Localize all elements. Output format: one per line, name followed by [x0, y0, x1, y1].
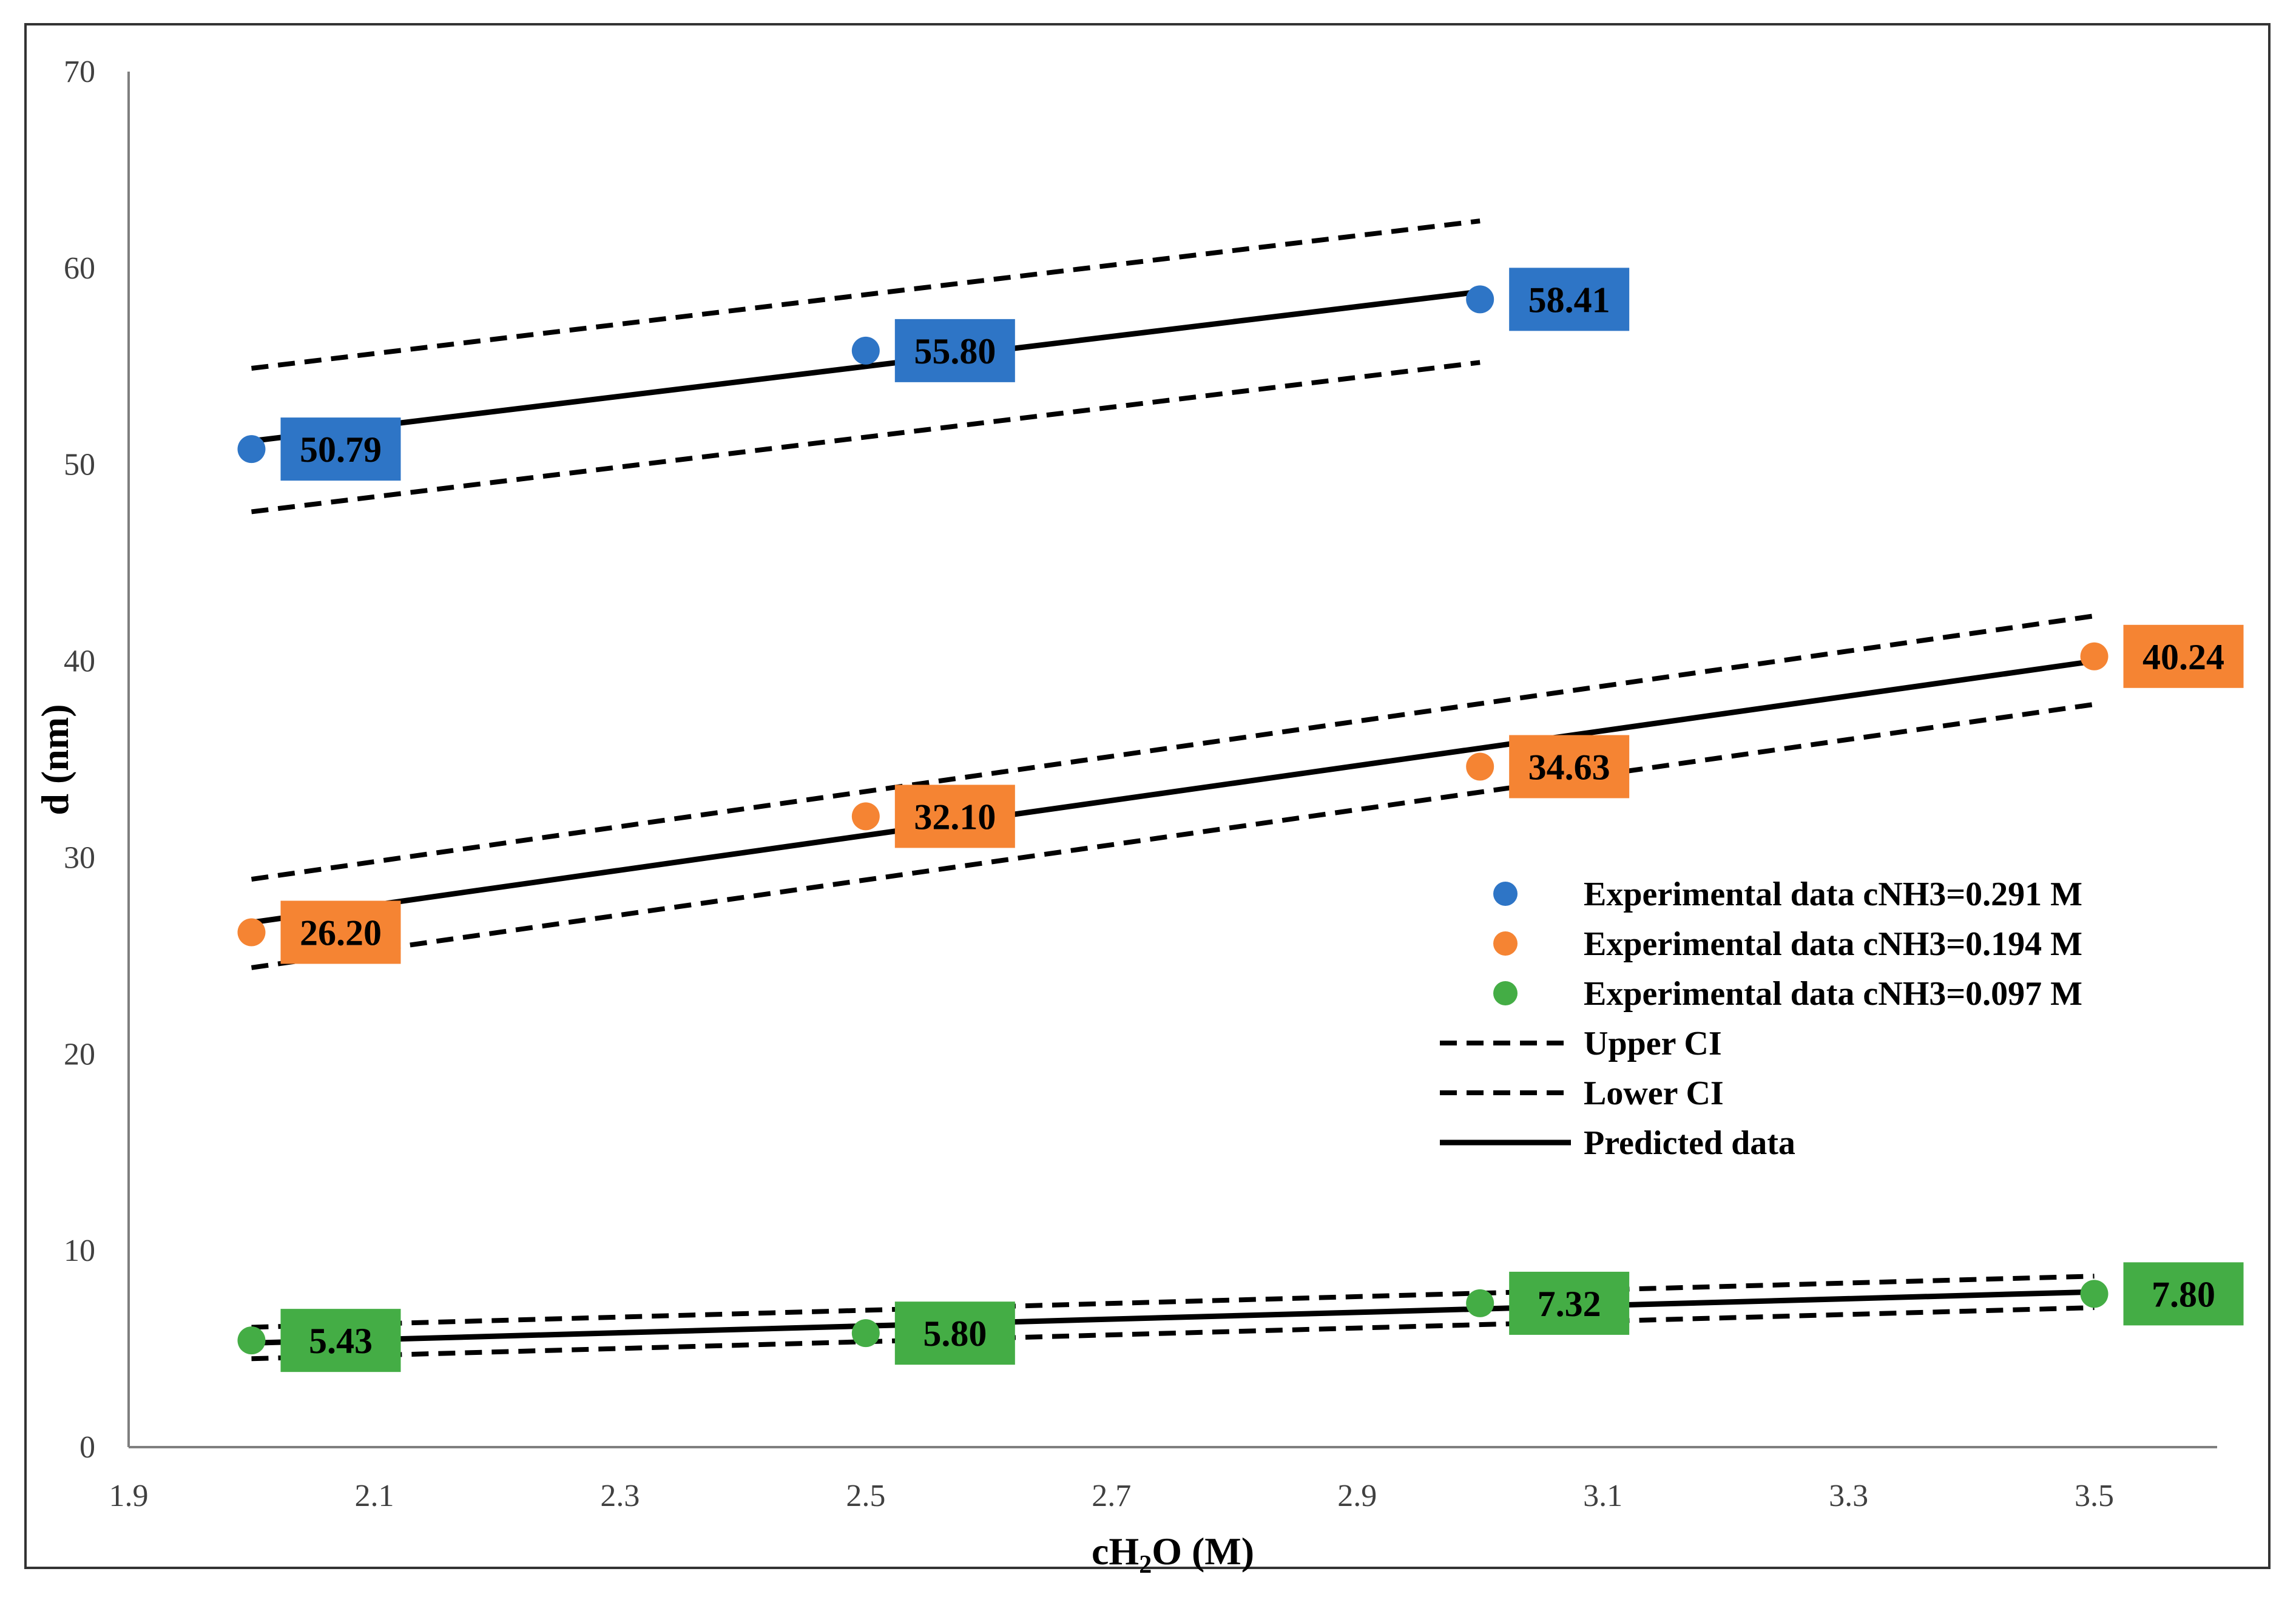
- y-tick-label: 70: [64, 55, 95, 89]
- data-label: 5.80: [894, 1302, 1015, 1365]
- data-label: 50.79: [280, 417, 401, 481]
- x-axis-title-part-2: O (M): [1152, 1530, 1254, 1573]
- x-tick-label: 3.5: [2075, 1479, 2114, 1513]
- data-label-box: [1509, 1271, 1630, 1335]
- x-tick-label: 3.1: [1583, 1479, 1622, 1513]
- data-label: 34.63: [1509, 735, 1630, 799]
- legend-entry: Upper CI: [1440, 1025, 1722, 1062]
- data-point-series-3: [237, 1326, 266, 1355]
- data-label: 32.10: [894, 785, 1015, 848]
- data-label-box: [1509, 735, 1630, 799]
- x-tick-label: 2.1: [354, 1479, 394, 1513]
- x-tick-label: 2.7: [1092, 1479, 1131, 1513]
- legend-label: Predicted data: [1584, 1124, 1795, 1162]
- x-tick-label: 2.9: [1337, 1479, 1377, 1513]
- data-label-value: 26.20: [300, 913, 382, 953]
- data-label-box: [1509, 268, 1630, 331]
- predicted-line-series-2: [251, 658, 2095, 925]
- data-label-box: [894, 785, 1015, 848]
- lower-ci-line-series-3: [251, 1305, 2095, 1362]
- x-axis-title: cH2O (M): [1092, 1530, 1254, 1579]
- regression-lines: [251, 218, 2095, 1362]
- legend-entry: Lower CI: [1440, 1075, 1724, 1112]
- data-label: 7.32: [1509, 1271, 1630, 1335]
- data-point-series-3: [2080, 1280, 2109, 1308]
- data-label-value: 7.32: [1538, 1284, 1601, 1324]
- predicted-line-series-1: [251, 289, 1481, 444]
- data-label: 58.41: [1509, 268, 1630, 331]
- x-tick-labels: 1.9 2.1 2.3 2.5 2.7 2.9 3.1 3.3 3.5: [109, 1479, 2115, 1513]
- data-point-series-2: [237, 918, 266, 947]
- y-tick-label: 60: [64, 251, 95, 286]
- y-tick-labels: 0 10 20 30 40 50 60 70: [64, 55, 95, 1465]
- data-label-value: 55.80: [914, 331, 996, 371]
- x-axis-title-subscript: 2: [1139, 1551, 1152, 1579]
- predicted-line-series-3: [251, 1289, 2095, 1346]
- legend-entry: Predicted data: [1440, 1124, 1795, 1162]
- data-label-value: 40.24: [2142, 637, 2224, 677]
- data-labels: 50.79 55.80 58.41 26.20 32.10 34.63 40.24 5.43 5…: [280, 268, 2244, 1372]
- x-axis-title-part-1: cH: [1092, 1530, 1139, 1573]
- y-tick-label: 50: [64, 448, 95, 482]
- axes: [127, 72, 2217, 1448]
- legend-marker: [1493, 981, 1518, 1005]
- y-tick-label: 10: [64, 1234, 95, 1268]
- legend-entry: Experimental data cNH3=0.194 M: [1493, 925, 2082, 963]
- lower-ci-line-series-1: [251, 360, 1481, 515]
- x-tick-label: 2.5: [846, 1479, 885, 1513]
- data-point-series-1: [851, 336, 880, 365]
- legend-marker: [1493, 882, 1518, 906]
- data-point-series-1: [1466, 285, 1494, 314]
- upper-ci-line-series-3: [251, 1274, 2095, 1330]
- data-label-box: [280, 900, 401, 964]
- data-point-series-1: [237, 435, 266, 464]
- lower-ci-line-series-2: [251, 701, 2095, 970]
- data-label: 40.24: [2123, 624, 2244, 688]
- data-label-value: 32.10: [914, 797, 996, 837]
- legend-marker: [1493, 931, 1518, 956]
- y-axis-title: d (nm): [33, 704, 76, 815]
- y-tick-label: 0: [79, 1430, 95, 1465]
- legend-entry: Experimental data cNH3=0.291 M: [1493, 876, 2082, 913]
- data-label-value: 34.63: [1528, 747, 1610, 787]
- data-label: 7.80: [2123, 1262, 2244, 1326]
- data-label-value: 5.43: [309, 1321, 373, 1361]
- data-point-series-3: [851, 1319, 880, 1348]
- data-point-series-2: [1466, 752, 1494, 781]
- data-label-value: 7.80: [2152, 1274, 2215, 1314]
- legend: Experimental data cNH3=0.291 M Experiment…: [1440, 876, 2082, 1162]
- y-tick-label: 30: [64, 840, 95, 875]
- data-point-series-2: [2080, 642, 2109, 670]
- x-tick-label: 1.9: [109, 1479, 149, 1513]
- data-label-box: [280, 417, 401, 481]
- data-label: 55.80: [894, 319, 1015, 382]
- data-label: 26.20: [280, 900, 401, 964]
- legend-label: Experimental data cNH3=0.291 M: [1584, 876, 2082, 913]
- upper-ci-line-series-2: [251, 613, 2095, 882]
- data-label-box: [280, 1309, 401, 1372]
- legend-label: Experimental data cNH3=0.097 M: [1584, 975, 2082, 1013]
- upper-ci-line-series-1: [251, 218, 1481, 371]
- data-label-box: [2123, 624, 2244, 688]
- legend-label: Experimental data cNH3=0.194 M: [1584, 925, 2082, 963]
- y-tick-label: 20: [64, 1037, 95, 1072]
- data-point-series-2: [851, 802, 880, 831]
- data-label-box: [894, 319, 1015, 382]
- y-tick-label: 40: [64, 644, 95, 679]
- legend-label: Lower CI: [1584, 1075, 1724, 1112]
- data-label-value: 50.79: [300, 430, 382, 470]
- data-point-series-3: [1466, 1289, 1494, 1317]
- data-label-box: [2123, 1262, 2244, 1326]
- x-tick-label: 3.3: [1829, 1479, 1868, 1513]
- legend-label: Upper CI: [1584, 1025, 1722, 1062]
- data-label-value: 58.41: [1528, 280, 1610, 320]
- data-label-value: 5.80: [923, 1314, 987, 1354]
- x-tick-label: 2.3: [600, 1479, 640, 1513]
- data-label: 5.43: [280, 1309, 401, 1372]
- data-points: [237, 285, 2109, 1355]
- legend-entry: Experimental data cNH3=0.097 M: [1493, 975, 2082, 1013]
- data-label-box: [894, 1302, 1015, 1365]
